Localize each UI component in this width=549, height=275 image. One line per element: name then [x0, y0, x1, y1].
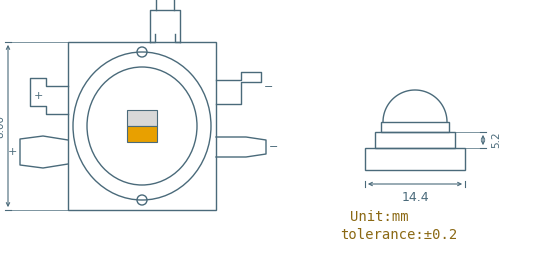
Bar — [381, 122, 449, 132]
Bar — [127, 110, 157, 126]
Bar — [68, 42, 216, 210]
Text: +: + — [33, 91, 43, 101]
Bar — [365, 148, 465, 170]
Text: −: − — [264, 82, 274, 92]
Text: 14.4: 14.4 — [401, 191, 429, 204]
Text: tolerance:±0.2: tolerance:±0.2 — [340, 228, 457, 242]
Bar — [375, 132, 455, 148]
Text: +: + — [7, 147, 16, 157]
Text: 5.2: 5.2 — [491, 132, 501, 148]
Text: 8.00: 8.00 — [0, 114, 5, 138]
Text: −: − — [270, 142, 279, 152]
Text: Unit:mm: Unit:mm — [350, 210, 408, 224]
Bar — [127, 126, 157, 142]
